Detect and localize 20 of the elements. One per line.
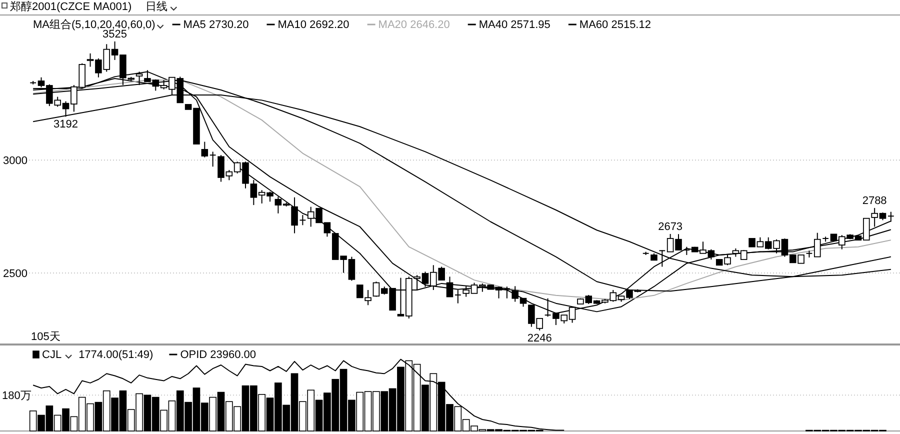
chart-title: 郑醇2001(CZCE MA001): [10, 0, 132, 13]
legend-label: MA40 2571.95: [478, 19, 550, 31]
chart-subtitle: 日线: [146, 0, 168, 13]
annotation: 2673: [658, 220, 683, 233]
annotation: 3192: [54, 118, 78, 131]
annotation: 105天: [31, 331, 60, 343]
annotation: 1774.00(51:49): [78, 349, 154, 361]
annotation: 2788: [862, 194, 887, 207]
legend-label: MA10 2692.20: [278, 19, 350, 31]
y-tick-label: 3000: [3, 155, 28, 168]
legend-title: MA组合(5,10,20,40,60,0): [33, 18, 156, 31]
legend-label: CJL: [42, 349, 62, 361]
legend-label: MA60 2515.12: [579, 19, 651, 31]
annotation: 2246: [527, 332, 552, 344]
legend-label: MA20 2646.20: [378, 19, 450, 31]
ref-line-label: 180万: [2, 390, 32, 402]
legend-label: MA5 2730.20: [183, 19, 249, 31]
annotation: 3525: [102, 28, 128, 40]
legend-label: OPID 23960.00: [180, 349, 256, 361]
y-tick-label: 2500: [3, 268, 28, 280]
